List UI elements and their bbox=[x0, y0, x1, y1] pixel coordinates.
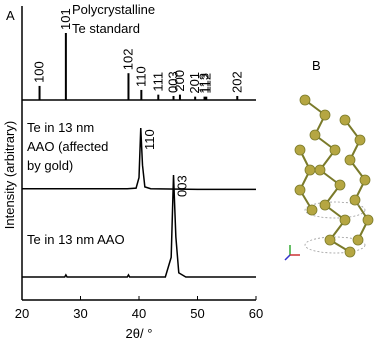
peak-label: 102 bbox=[120, 48, 135, 70]
atoms bbox=[294, 94, 374, 258]
peak-label: 201 bbox=[187, 72, 202, 94]
x-tick-label: 50 bbox=[190, 306, 204, 321]
axis-triad bbox=[284, 245, 300, 261]
x-tick-label: 20 bbox=[15, 306, 29, 321]
panel-label: B bbox=[312, 58, 321, 73]
peak-label: 200 bbox=[172, 70, 187, 92]
panel-label: A bbox=[6, 8, 15, 23]
peak-label: 003 bbox=[166, 71, 181, 93]
peak-label: 202 bbox=[229, 71, 244, 93]
peak-label: 112 bbox=[198, 73, 213, 94]
crystal-structure bbox=[299, 99, 369, 254]
panel-title: AAO (affected bbox=[27, 139, 108, 154]
peak-label: 100 bbox=[32, 61, 47, 83]
panel-title: Te in 13 nm AAO bbox=[27, 232, 125, 247]
panel-title: Te standard bbox=[72, 21, 140, 36]
panel-title: by gold) bbox=[27, 158, 73, 173]
peak-label: 110 bbox=[142, 129, 157, 150]
pattern-line bbox=[22, 174, 256, 278]
panel-title: Te in 13 nm bbox=[27, 120, 94, 135]
x-tick-label: 40 bbox=[132, 306, 146, 321]
peak-label: 113 bbox=[197, 73, 212, 94]
peak-label: 003 bbox=[175, 175, 190, 197]
x-tick-label: 30 bbox=[73, 306, 87, 321]
peak-label: 101 bbox=[58, 8, 73, 30]
peak-label: 111 bbox=[150, 72, 165, 92]
x-axis-label: 2θ/ ° bbox=[126, 326, 153, 341]
peak-label: 110 bbox=[133, 66, 148, 87]
x-tick-label: 60 bbox=[249, 306, 263, 321]
y-axis-label: Intensity (arbitrary) bbox=[2, 121, 17, 229]
pattern-line bbox=[22, 127, 256, 191]
panel-title: Polycrystalline bbox=[72, 2, 155, 17]
